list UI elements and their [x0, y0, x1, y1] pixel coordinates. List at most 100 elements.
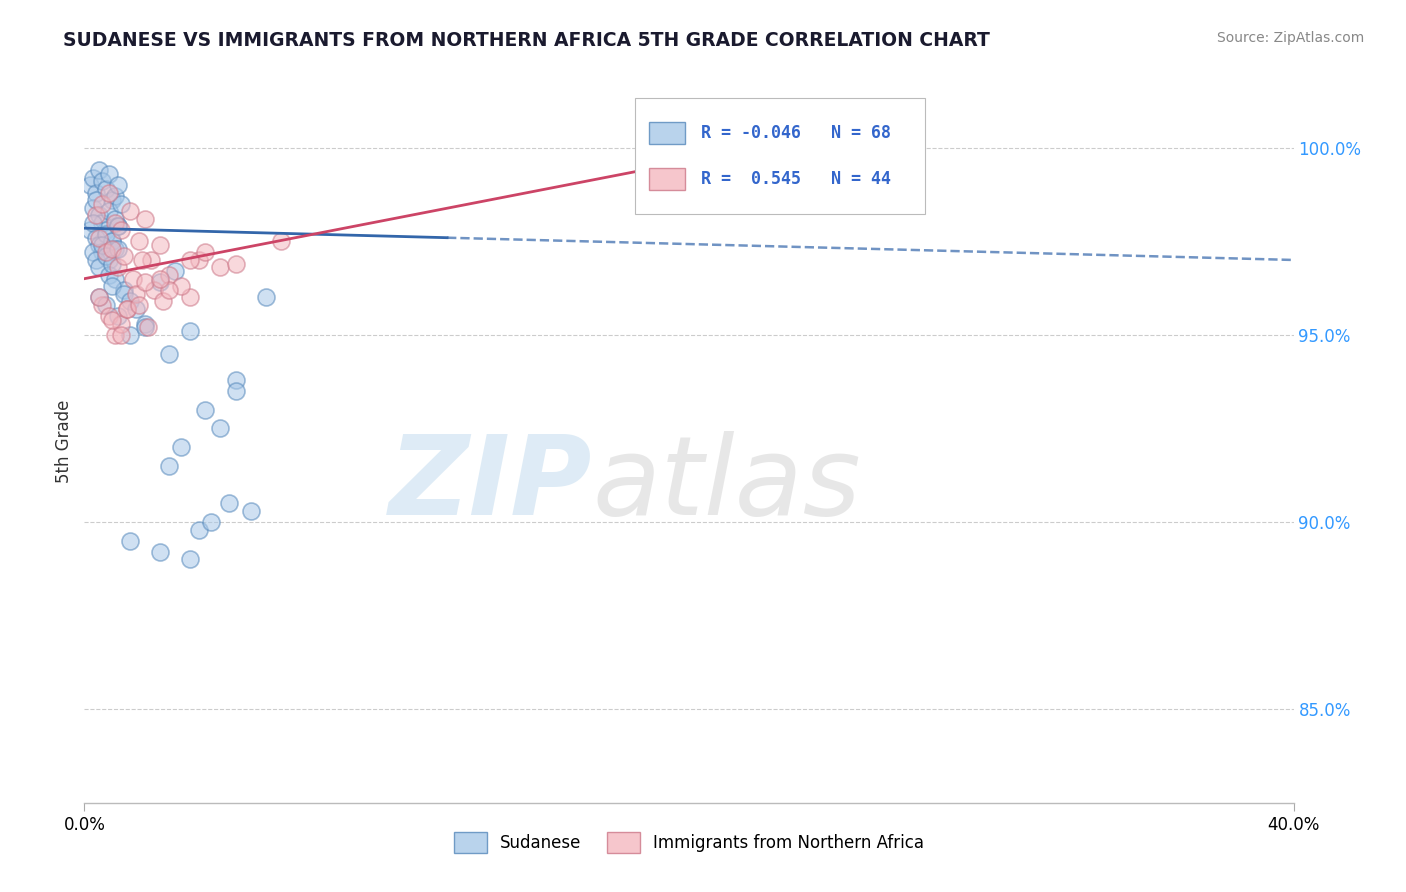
Point — [254, 290, 277, 304]
Point — [94, 227, 117, 241]
Y-axis label: 5th Grade: 5th Grade — [55, 400, 73, 483]
Point — [149, 545, 172, 559]
Point — [110, 327, 132, 342]
Point — [112, 286, 135, 301]
Point — [225, 384, 247, 398]
Point — [107, 242, 129, 256]
Text: atlas: atlas — [592, 432, 860, 539]
Point — [200, 515, 222, 529]
Text: Source: ZipAtlas.com: Source: ZipAtlas.com — [1216, 31, 1364, 45]
Point — [91, 245, 114, 260]
Point — [179, 552, 201, 566]
Point — [188, 252, 211, 267]
Point — [194, 245, 217, 260]
Point — [118, 204, 141, 219]
Point — [86, 230, 108, 244]
Point — [112, 283, 135, 297]
Point — [100, 234, 122, 248]
Point — [94, 182, 117, 196]
Text: R = -0.046   N = 68: R = -0.046 N = 68 — [702, 124, 891, 142]
Point — [194, 402, 217, 417]
Point — [125, 286, 148, 301]
Point — [104, 327, 127, 342]
Point — [136, 320, 159, 334]
Point — [86, 252, 108, 267]
Point — [121, 271, 143, 285]
Text: ZIP: ZIP — [388, 432, 592, 539]
Point — [104, 215, 127, 229]
Point — [115, 301, 138, 316]
Point — [97, 204, 120, 219]
Point — [134, 320, 156, 334]
Legend: Sudanese, Immigrants from Northern Africa: Sudanese, Immigrants from Northern Afric… — [447, 826, 931, 860]
Point — [91, 196, 114, 211]
Point — [844, 122, 866, 136]
Point — [134, 211, 156, 226]
Point — [89, 238, 111, 252]
FancyBboxPatch shape — [634, 98, 925, 214]
Point — [239, 504, 262, 518]
Point — [104, 242, 127, 256]
Point — [157, 283, 180, 297]
Point — [97, 268, 120, 282]
Point — [157, 458, 180, 473]
Point — [128, 298, 150, 312]
Point — [157, 346, 180, 360]
Point — [94, 245, 117, 260]
Point — [82, 201, 104, 215]
Point — [100, 242, 122, 256]
Point — [218, 496, 240, 510]
Text: R =  0.545   N = 44: R = 0.545 N = 44 — [702, 170, 891, 188]
Point — [110, 223, 132, 237]
Point — [100, 279, 122, 293]
Point — [79, 223, 101, 237]
Point — [100, 234, 122, 248]
Point — [107, 309, 129, 323]
Point — [89, 260, 111, 275]
Point — [91, 298, 114, 312]
Point — [115, 301, 138, 316]
Point — [118, 294, 141, 309]
Point — [107, 219, 129, 234]
Point — [110, 196, 132, 211]
Point — [209, 421, 232, 435]
Point — [179, 252, 201, 267]
Point — [170, 279, 193, 293]
Point — [89, 290, 111, 304]
Point — [131, 252, 153, 267]
Point — [107, 219, 129, 234]
Point — [179, 324, 201, 338]
Point — [94, 298, 117, 312]
Point — [97, 252, 120, 267]
Point — [270, 234, 292, 248]
Point — [142, 283, 165, 297]
Point — [82, 170, 104, 185]
Point — [125, 301, 148, 316]
Point — [94, 223, 117, 237]
Point — [225, 257, 247, 271]
Point — [149, 276, 172, 290]
Point — [134, 276, 156, 290]
Point — [149, 238, 172, 252]
Point — [134, 317, 156, 331]
Point — [89, 290, 111, 304]
Point — [152, 294, 174, 309]
Point — [179, 290, 201, 304]
Point — [89, 208, 111, 222]
Point — [97, 186, 120, 200]
Point — [79, 178, 101, 193]
Point — [107, 178, 129, 193]
Point — [100, 313, 122, 327]
Point — [157, 268, 180, 282]
Point — [118, 533, 141, 548]
Point — [188, 523, 211, 537]
Point — [128, 234, 150, 248]
Point — [170, 440, 193, 454]
Point — [104, 189, 127, 203]
Point — [149, 271, 172, 285]
Point — [97, 309, 120, 323]
Point — [107, 260, 129, 275]
Point — [209, 260, 232, 275]
Point — [86, 186, 108, 200]
Point — [104, 211, 127, 226]
